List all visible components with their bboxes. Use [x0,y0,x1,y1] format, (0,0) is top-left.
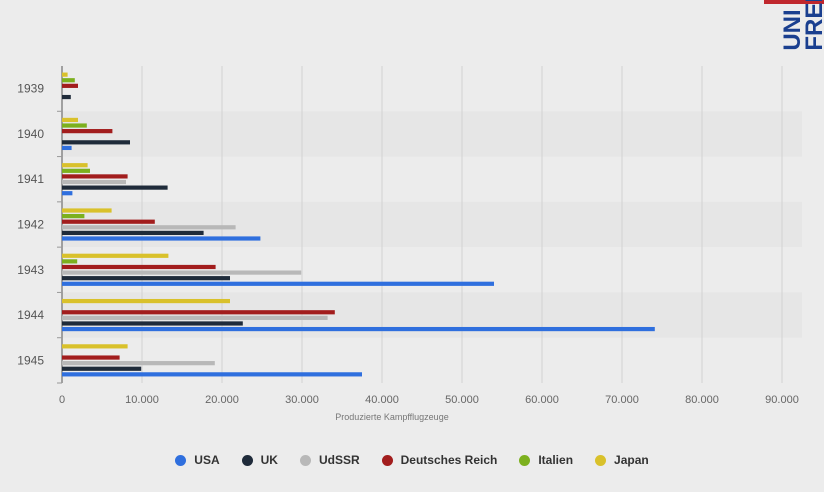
category-band [62,66,802,112]
bar-deutsches-reich [62,174,128,179]
x-tick-label: 70.000 [605,394,639,406]
legend-marker [299,454,311,466]
legend-item[interactable]: UK [241,453,278,467]
bar-uk [62,230,204,235]
bar-japan [62,344,128,349]
legend-marker [241,454,253,466]
x-tick-label: 80.000 [685,394,719,406]
x-tick-label: 50.000 [445,394,479,406]
bar-udssr [62,270,302,275]
bar-uk [62,366,142,371]
legend-marker [519,454,531,466]
y-tick-label: 1943 [17,263,44,277]
legend-marker [381,454,393,466]
x-tick-label: 30.000 [285,394,319,406]
bar-deutsches-reich [62,83,78,88]
chart-legend: USA UK UdSSR Deutsches Reich Italien Japan [0,450,824,470]
bar-udssr [62,179,126,185]
x-axis-title: Produzierte Kampfflugzeuge [335,412,448,422]
bar-udssr [62,315,328,320]
university-logo: UNI FREI [764,0,824,50]
x-tick-label: 0 [59,394,65,406]
bar-japan [62,208,112,213]
legend-item[interactable]: Italien [519,453,573,467]
legend-marker [175,454,187,466]
legend-item[interactable]: Deutsches Reich [381,453,498,467]
bar-deutsches-reich [62,129,113,134]
legend-label: Italien [538,453,574,467]
bar-japan [62,298,230,304]
y-tick-label: 1942 [17,218,44,232]
bar-usa [62,236,261,241]
x-tick-label: 10.000 [125,394,159,406]
bar-usa [62,145,72,151]
legend-label: UdSSR [318,453,360,467]
legend-label: UK [260,453,278,467]
y-tick-label: 1944 [17,308,44,322]
bar-italien [62,168,90,173]
bar-japan [62,163,88,168]
bar-deutsches-reich [62,219,155,224]
y-tick-label: 1940 [17,127,44,141]
bar-uk [62,94,71,100]
legend-label: USA [194,453,220,467]
y-tick-label: 1945 [17,353,44,367]
bar-italien [62,259,78,264]
y-tick-label: 1941 [17,172,44,186]
bar-deutsches-reich [62,264,216,270]
bar-deutsches-reich [62,310,335,315]
legend-item[interactable]: USA [175,453,220,467]
legend-label: Japan [614,453,649,467]
legend-label: Deutsches Reich [400,453,498,467]
bar-italien [62,214,85,219]
bar-italien [62,123,87,128]
category-band [62,156,802,202]
bar-usa [62,326,655,332]
x-tick-label: 40.000 [365,394,399,406]
bar-japan [62,253,169,258]
bar-usa [62,281,494,286]
bar-japan [62,72,68,77]
legend-marker [595,454,607,466]
x-tick-label: 20.000 [205,394,239,406]
bar-uk [62,140,130,145]
legend-item[interactable]: UdSSR [299,453,360,467]
bar-uk [62,185,168,190]
bar-usa [62,191,73,196]
x-tick-label: 60.000 [525,394,559,406]
logo-red-strip [764,0,824,4]
bar-italien [62,78,75,83]
bar-usa [62,372,362,377]
logo-text: UNI FREI [779,0,824,50]
y-tick-label: 1939 [17,82,44,96]
x-tick-label: 90.000 [765,394,799,406]
bar-uk [62,321,243,326]
bar-udssr [62,225,236,230]
bar-japan [62,117,78,123]
bar-deutsches-reich [62,355,120,360]
legend-item[interactable]: Japan [595,453,649,467]
bar-uk [62,276,230,281]
bar-udssr [62,361,215,366]
category-band [62,111,802,157]
